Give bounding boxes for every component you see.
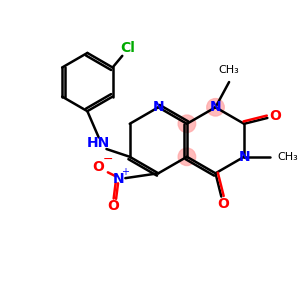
Text: O: O: [92, 160, 104, 175]
Text: N: N: [152, 100, 164, 114]
Text: O: O: [217, 197, 229, 212]
Text: O: O: [108, 199, 120, 213]
Text: −: −: [103, 153, 113, 166]
Circle shape: [178, 148, 196, 166]
Text: N: N: [113, 172, 124, 186]
Text: N: N: [210, 100, 221, 114]
Circle shape: [178, 115, 196, 133]
Text: N: N: [238, 150, 250, 164]
Text: CH₃: CH₃: [219, 65, 239, 75]
Text: CH₃: CH₃: [277, 152, 298, 162]
Text: +: +: [121, 167, 129, 177]
Text: Cl: Cl: [121, 41, 136, 55]
Text: HN: HN: [87, 136, 110, 150]
Text: O: O: [269, 109, 281, 123]
Circle shape: [207, 99, 224, 116]
